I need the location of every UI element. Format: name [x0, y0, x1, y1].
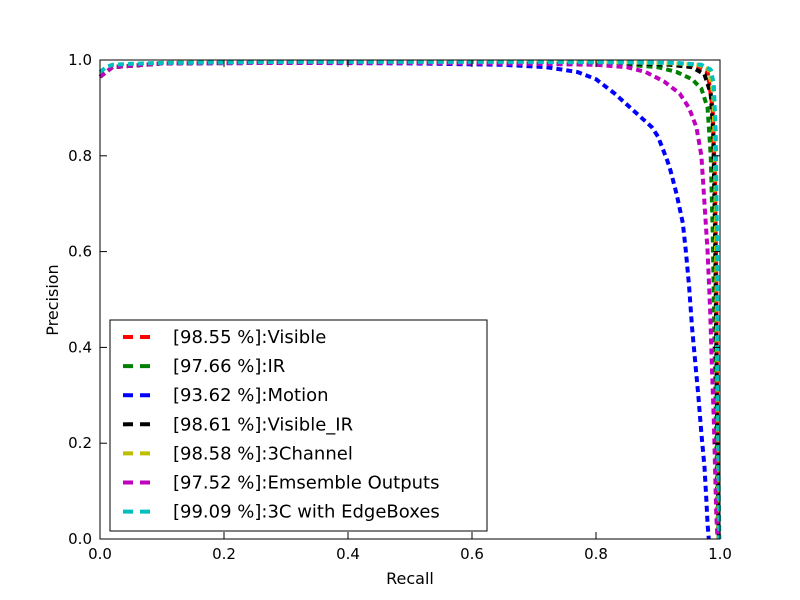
- x-tick-label: 0.8: [584, 545, 608, 563]
- y-tick-label: 0.8: [68, 147, 92, 165]
- legend-label: [98.61 %]:Visible_IR: [173, 414, 353, 435]
- y-tick-label: 0.4: [68, 338, 92, 356]
- legend: [98.55 %]:Visible [97.66 %]:IR [93.62 %]:M…: [109, 319, 488, 532]
- y-tick-label: 0.0: [68, 530, 92, 548]
- legend-frame: [109, 319, 488, 532]
- legend-label: [98.55 %]:Visible: [173, 327, 326, 348]
- x-tick-label: 0.6: [460, 545, 484, 563]
- x-axis-label: Recall: [386, 569, 434, 588]
- legend-label: [98.58 %]:3Channel: [173, 443, 353, 464]
- legend-label: [97.66 %]:IR: [173, 356, 285, 377]
- plot-frame: [99, 59, 721, 540]
- x-tick-label: 0.2: [212, 545, 236, 563]
- legend-label: [99.09 %]:3C with EdgeBoxes: [173, 502, 440, 523]
- x-tick-label: 0.0: [88, 545, 112, 563]
- series-line-4: [98, 59, 721, 540]
- x-tick-label: 1.0: [708, 545, 732, 563]
- x-tick-label: 0.4: [336, 545, 360, 563]
- y-axis-label: Precision: [43, 264, 62, 335]
- series-line-6: [98, 59, 722, 540]
- axis-ticks: 0.0 0.2 0.4 0.6 0.8 1.0 0.0 0.2 0.4 0.6 0.8 1.0: [68, 51, 732, 563]
- y-tick-label: 1.0: [68, 51, 92, 69]
- y-tick-label: 0.6: [68, 243, 92, 261]
- legend-label: [93.62 %]:Motion: [173, 385, 329, 406]
- series-line-1: [98, 60, 721, 540]
- y-tick-label: 0.2: [68, 434, 92, 452]
- legend-label: [97.52 %]:Emsemble Outputs: [173, 473, 439, 494]
